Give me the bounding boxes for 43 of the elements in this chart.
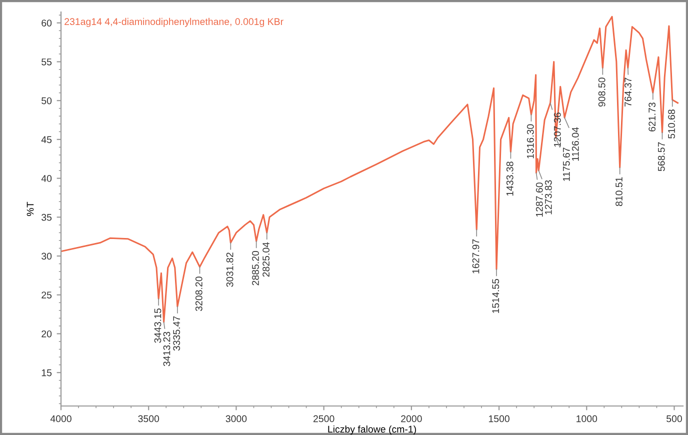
- y-axis-title: %T: [26, 202, 34, 216]
- annotation: 3443.15: [154, 308, 162, 343]
- x-tick-label: 1500: [488, 415, 510, 422]
- y-tick-label: 35: [42, 214, 52, 221]
- annotation: 621.73: [648, 102, 656, 132]
- y-tick-label: 40: [41, 175, 52, 182]
- x-axis-title: Liczby falowe (cm-1): [328, 425, 416, 435]
- annotation: 1316.30: [526, 124, 534, 158]
- annotation: 568.57: [658, 142, 665, 172]
- annotation: 1207.36: [554, 112, 561, 147]
- annotation: 1627.97: [472, 239, 480, 274]
- x-tick-label: 3500: [138, 415, 160, 422]
- y-tick-label: 15: [42, 369, 52, 376]
- y-tick-label: 25: [42, 292, 52, 298]
- y-tick-label: 60: [42, 20, 52, 26]
- annotation: 810.51: [616, 177, 622, 206]
- annotation: 3413.23: [163, 332, 170, 366]
- y-tick-label: 50: [42, 97, 52, 104]
- annotation: 1433.38: [506, 162, 514, 196]
- annotation: 510.68: [668, 110, 675, 138]
- annotation: 3335.47: [173, 316, 180, 351]
- y-tick-label: 20: [42, 330, 52, 338]
- x-tick-label: 4000: [50, 415, 72, 422]
- y-tick-label: 55: [42, 58, 52, 66]
- x-tick-label: 1000: [576, 415, 598, 422]
- x-tick-label: 2000: [401, 415, 422, 422]
- text: 231ag14 4,4-diaminodiphenylmethane, 0.001g KBr: [64, 18, 284, 27]
- annotation: 764.37: [624, 78, 632, 107]
- x-tick-label: 3000: [226, 415, 247, 422]
- annotation: 908.50: [598, 78, 606, 107]
- annotation: 1175.67: [562, 148, 570, 181]
- annotation: 1126.04: [572, 127, 579, 161]
- annotation: 1287.60: [536, 182, 543, 217]
- y-tick-label: 45: [41, 136, 52, 144]
- annotation: 3031.82: [226, 252, 234, 287]
- annotation: 3208.20: [195, 276, 202, 311]
- x-tick-label: 500: [666, 415, 682, 422]
- annotation: 2885.20: [252, 250, 259, 286]
- annotation: 1273.83: [544, 180, 552, 214]
- annotation: 2825.04: [262, 242, 270, 277]
- annotation: 1514.55: [492, 278, 500, 313]
- y-tick-label: 30: [42, 252, 52, 260]
- x-tick-label: 2500: [313, 415, 334, 422]
